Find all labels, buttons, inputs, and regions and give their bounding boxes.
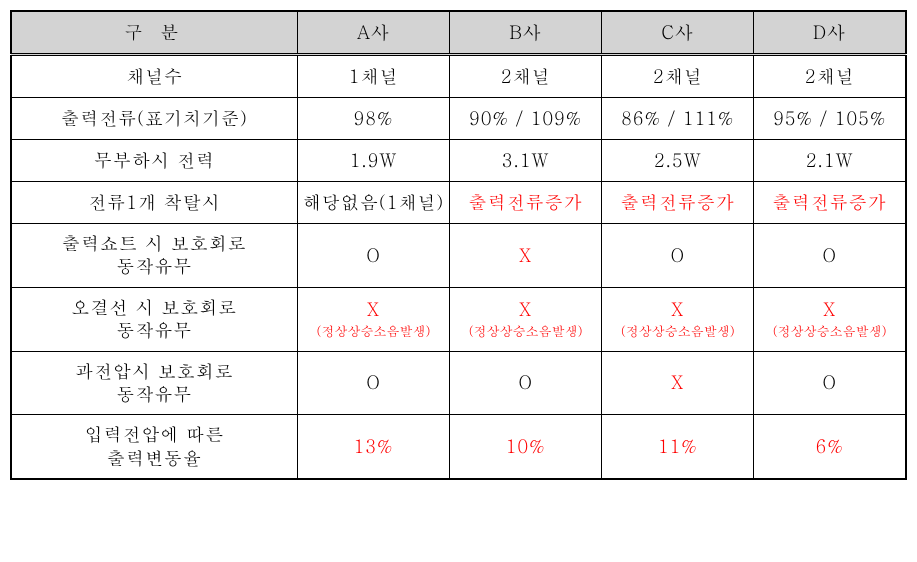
row-label: 오결선 시 보호회로동작유무 (11, 287, 297, 351)
table-cell: 11% (602, 415, 754, 479)
header-col-b: B사 (450, 11, 602, 55)
table-cell: 6% (754, 415, 906, 479)
table-row: 출력전류(표기치기준)98%90% / 109%86% / 111%95% / … (11, 98, 906, 140)
table-cell: 2.1W (754, 140, 906, 182)
table-cell: 해당없음(1채널) (297, 182, 449, 224)
table-cell: 2채널 (450, 55, 602, 98)
table-cell: 3.1W (450, 140, 602, 182)
table-cell: 98% (297, 98, 449, 140)
table-cell: 2채널 (754, 55, 906, 98)
table-row: 오결선 시 보호회로동작유무X(정상상승소음발생)X(정상상승소음발생)X(정상… (11, 287, 906, 351)
table-row: 과전압시 보호회로동작유무OOXO (11, 351, 906, 415)
table-cell: 출력전류증가 (754, 182, 906, 224)
table-cell: 2채널 (602, 55, 754, 98)
table-cell: 2.5W (602, 140, 754, 182)
row-label: 출력전류(표기치기준) (11, 98, 297, 140)
table-cell: O (602, 224, 754, 288)
row-label: 전류1개 착탈시 (11, 182, 297, 224)
row-label: 무부하시 전력 (11, 140, 297, 182)
table-cell: 1.9W (297, 140, 449, 182)
row-label: 과전압시 보호회로동작유무 (11, 351, 297, 415)
table-row: 전류1개 착탈시해당없음(1채널)출력전류증가출력전류증가출력전류증가 (11, 182, 906, 224)
row-label: 채널수 (11, 55, 297, 98)
table-cell: 95% / 105% (754, 98, 906, 140)
table-cell: 1채널 (297, 55, 449, 98)
table-row: 출력쇼트 시 보호회로동작유무OXOO (11, 224, 906, 288)
table-body: 채널수1채널2채널2채널2채널출력전류(표기치기준)98%90% / 109%8… (11, 55, 906, 480)
table-cell: O (754, 224, 906, 288)
table-cell: 13% (297, 415, 449, 479)
table-cell: X (602, 351, 754, 415)
table-cell: 90% / 109% (450, 98, 602, 140)
table-cell: 10% (450, 415, 602, 479)
table-cell: X(정상상승소음발생) (450, 287, 602, 351)
table-cell: X(정상상승소음발생) (754, 287, 906, 351)
table-row: 무부하시 전력1.9W3.1W2.5W2.1W (11, 140, 906, 182)
table-cell: 출력전류증가 (450, 182, 602, 224)
row-label: 입력전압에 따른출력변동율 (11, 415, 297, 479)
table-row: 입력전압에 따른출력변동율13%10%11%6% (11, 415, 906, 479)
table-cell: X(정상상승소음발생) (297, 287, 449, 351)
row-label: 출력쇼트 시 보호회로동작유무 (11, 224, 297, 288)
table-cell: X (450, 224, 602, 288)
table-cell: 출력전류증가 (602, 182, 754, 224)
table-cell: O (450, 351, 602, 415)
table-cell: O (754, 351, 906, 415)
header-col-a: A사 (297, 11, 449, 55)
table-cell: 86% / 111% (602, 98, 754, 140)
table-header-row: 구 분 A사 B사 C사 D사 (11, 11, 906, 55)
table-cell: X(정상상승소음발생) (602, 287, 754, 351)
table-cell: O (297, 351, 449, 415)
header-category: 구 분 (11, 11, 297, 55)
table-cell: O (297, 224, 449, 288)
table-row: 채널수1채널2채널2채널2채널 (11, 55, 906, 98)
comparison-table: 구 분 A사 B사 C사 D사 채널수1채널2채널2채널2채널출력전류(표기치기… (10, 10, 907, 480)
header-col-d: D사 (754, 11, 906, 55)
header-col-c: C사 (602, 11, 754, 55)
